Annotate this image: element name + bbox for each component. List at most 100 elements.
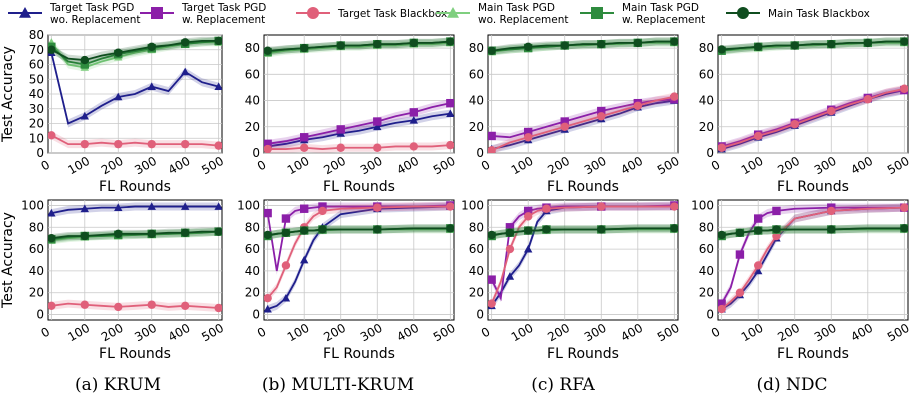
y-tick-label: 40 <box>699 94 714 108</box>
data-point <box>373 117 382 126</box>
data-point <box>264 46 272 55</box>
y-tick-label: 80 <box>29 28 44 42</box>
data-point <box>409 142 419 151</box>
data-point <box>900 37 908 46</box>
y-tick-label: 100 <box>237 198 260 212</box>
data-point <box>180 301 190 311</box>
data-point <box>180 38 190 47</box>
x-axis-label: FL Rounds <box>323 179 395 195</box>
series-line <box>51 230 219 240</box>
data-point <box>48 233 56 243</box>
data-point <box>597 225 606 234</box>
data-point <box>560 41 569 50</box>
data-point <box>446 37 454 46</box>
series-line <box>720 206 905 305</box>
data-point <box>373 39 382 49</box>
series-band <box>51 48 219 128</box>
x-tick-label: 500 <box>431 154 458 178</box>
y-tick-label: 20 <box>245 120 260 134</box>
x-tick-label: 200 <box>321 321 348 345</box>
y-tick-label: 0 <box>252 146 260 160</box>
x-tick-label: 200 <box>775 321 802 345</box>
series-line <box>51 302 219 309</box>
series-band <box>491 37 675 55</box>
data-point <box>373 122 382 131</box>
captions: (a) KRUM (b) MULTI-KRUM (c) RFA (d) NDC <box>75 375 828 395</box>
data-point <box>505 223 515 232</box>
x-tick-label: 400 <box>618 321 645 345</box>
series-line <box>491 95 675 152</box>
legend-label: Main Task PGD <box>478 2 555 14</box>
y-tick-label: 70 <box>29 43 44 57</box>
y-tick-label: 60 <box>29 58 44 72</box>
y-tick-label: 10 <box>29 131 44 145</box>
legend-entry: Target Task Blackbox <box>296 7 447 20</box>
y-tick-label: 20 <box>469 286 484 300</box>
caption-c: (c) RFA <box>531 375 595 395</box>
data-point <box>488 146 496 153</box>
y-tick-label: 20 <box>29 117 44 131</box>
data-point <box>409 38 419 48</box>
x-tick-label: 500 <box>431 321 458 345</box>
y-tick-label: 20 <box>29 286 44 300</box>
data-point <box>264 144 272 153</box>
series-line <box>491 40 675 52</box>
x-tick-label: 300 <box>132 154 159 178</box>
data-point <box>753 226 763 235</box>
data-point <box>560 117 569 126</box>
data-point <box>114 48 123 57</box>
x-tick-label: 300 <box>582 154 609 178</box>
x-tick-label: 300 <box>358 321 385 345</box>
data-point <box>523 212 533 221</box>
data-point <box>147 139 156 149</box>
series-band <box>51 227 219 243</box>
x-tick-label: 500 <box>655 321 682 345</box>
y-tick-label: 100 <box>21 198 44 212</box>
data-point <box>409 108 419 117</box>
data-point <box>114 229 123 239</box>
data-point <box>299 43 309 53</box>
data-point <box>523 133 533 142</box>
data-point <box>446 109 454 118</box>
data-point <box>114 92 123 101</box>
data-point <box>114 302 123 312</box>
data-point <box>597 106 606 116</box>
x-tick-label: 400 <box>394 321 421 345</box>
series-line <box>51 205 219 214</box>
data-point <box>523 244 533 253</box>
data-point <box>753 42 763 51</box>
x-axis-label: FL Rounds <box>99 346 171 362</box>
data-point <box>670 92 678 101</box>
x-tick-label: 100 <box>65 321 92 345</box>
data-point <box>753 261 763 270</box>
x-tick-label: 500 <box>885 154 912 178</box>
y-tick-label: 60 <box>469 242 484 256</box>
x-axis-label: FL Rounds <box>547 346 619 362</box>
data-point <box>214 202 222 210</box>
x-tick-label: 300 <box>582 321 609 345</box>
series-band <box>721 37 905 54</box>
data-point <box>790 119 799 129</box>
x-tick-label: 200 <box>545 154 572 178</box>
data-point <box>863 95 873 104</box>
legend-marker <box>151 7 163 19</box>
legend-marker <box>447 7 459 18</box>
y-tick-label: 0 <box>252 308 260 322</box>
y-tick-label: 0 <box>476 308 484 322</box>
data-point <box>264 230 272 240</box>
y-tick-label: 0 <box>706 146 714 160</box>
data-point <box>147 229 156 239</box>
y-tick-label: 80 <box>699 220 714 234</box>
y-tick-label: 80 <box>245 41 260 55</box>
data-point <box>772 206 781 216</box>
data-point <box>299 143 309 152</box>
y-tick-label: 20 <box>699 286 714 300</box>
x-tick-label: 0 <box>39 325 53 341</box>
series-line <box>721 87 905 149</box>
series-line <box>267 112 451 148</box>
